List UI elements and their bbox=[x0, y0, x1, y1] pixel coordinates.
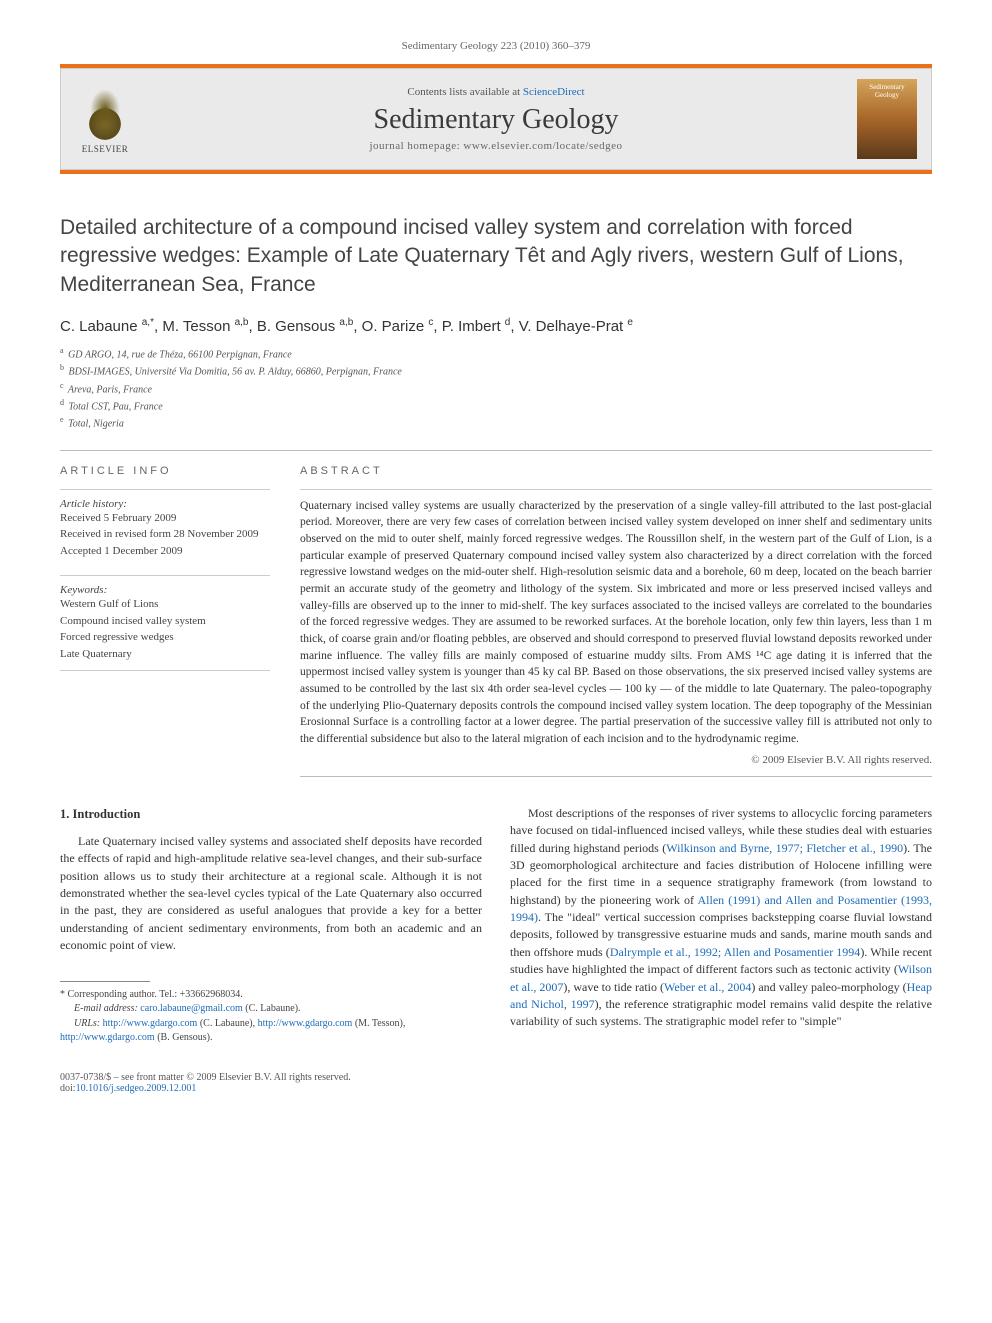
body-paragraph: Late Quaternary incised valley systems a… bbox=[60, 833, 482, 955]
homepage-url: www.elsevier.com/locate/sedgeo bbox=[463, 140, 622, 152]
email-person: (C. Labaune). bbox=[245, 1003, 300, 1014]
url-person: (B. Gensous). bbox=[157, 1032, 212, 1043]
affiliation: d Total CST, Pau, France bbox=[60, 397, 932, 414]
body-col-left: 1. Introduction Late Quaternary incised … bbox=[60, 805, 482, 1046]
history-item: Accepted 1 December 2009 bbox=[60, 543, 270, 560]
citation-link[interactable]: Weber et al., 2004 bbox=[664, 980, 751, 994]
elsevier-label: ELSEVIER bbox=[82, 144, 129, 154]
keyword: Late Quaternary bbox=[60, 646, 270, 663]
doi-link[interactable]: 10.1016/j.sedgeo.2009.12.001 bbox=[76, 1083, 197, 1094]
footnote-rule bbox=[60, 981, 150, 982]
body-col-right: Most descriptions of the responses of ri… bbox=[510, 805, 932, 1046]
url-person: (M. Tesson), bbox=[355, 1018, 406, 1029]
bottom-accent-bar bbox=[60, 170, 932, 174]
contents-prefix: Contents lists available at bbox=[407, 86, 522, 98]
url-link[interactable]: http://www.gdargo.com bbox=[103, 1018, 198, 1029]
abstract-col: ABSTRACT Quaternary incised valley syste… bbox=[300, 465, 932, 777]
elsevier-tree-icon bbox=[80, 94, 130, 144]
rule bbox=[60, 489, 270, 490]
journal-homepage: journal homepage: www.elsevier.com/locat… bbox=[135, 140, 857, 152]
urls-label: URLs: bbox=[74, 1018, 100, 1029]
masthead-center: Contents lists available at ScienceDirec… bbox=[135, 86, 857, 152]
history-item: Received 5 February 2009 bbox=[60, 510, 270, 527]
footer-copyright: 0037-0738/$ – see front matter © 2009 El… bbox=[60, 1072, 932, 1083]
homepage-prefix: journal homepage: bbox=[370, 140, 464, 152]
url-person: (C. Labaune), bbox=[200, 1018, 255, 1029]
urls-line: http://www.gdargo.com (B. Gensous). bbox=[60, 1031, 482, 1046]
article-info-abstract-row: ARTICLE INFO Article history: Received 5… bbox=[60, 465, 932, 777]
citation-link[interactable]: Wilkinson and Byrne, 1977; Fletcher et a… bbox=[666, 841, 903, 855]
footnote-block: * Corresponding author. Tel.: +336629680… bbox=[60, 988, 482, 1046]
rule bbox=[300, 489, 932, 490]
keyword: Western Gulf of Lions bbox=[60, 596, 270, 613]
affiliation: b BDSI-IMAGES, Université Via Domitia, 5… bbox=[60, 362, 932, 379]
keyword: Forced regressive wedges bbox=[60, 629, 270, 646]
email-label: E-mail address: bbox=[74, 1003, 138, 1014]
journal-name: Sedimentary Geology bbox=[135, 104, 857, 136]
article-title: Detailed architecture of a compound inci… bbox=[60, 214, 932, 299]
affiliation: a GD ARGO, 14, rue de Théza, 66100 Perpi… bbox=[60, 345, 932, 362]
urls-line: URLs: http://www.gdargo.com (C. Labaune)… bbox=[60, 1017, 482, 1032]
cover-label: Sedimentary Geology bbox=[861, 83, 913, 99]
history-item: Received in revised form 28 November 200… bbox=[60, 526, 270, 543]
rule bbox=[300, 776, 932, 777]
author: O. Parize c bbox=[362, 318, 434, 335]
author: C. Labaune a,* bbox=[60, 318, 154, 335]
body-columns: 1. Introduction Late Quaternary incised … bbox=[60, 805, 932, 1046]
affiliation: e Total, Nigeria bbox=[60, 414, 932, 431]
corresponding-author: * Corresponding author. Tel.: +336629680… bbox=[60, 988, 482, 1003]
page-footer: 0037-0738/$ – see front matter © 2009 El… bbox=[60, 1072, 932, 1094]
elsevier-logo: ELSEVIER bbox=[75, 84, 135, 154]
journal-masthead: ELSEVIER Contents lists available at Sci… bbox=[60, 68, 932, 170]
citation-link[interactable]: Dalrymple et al., 1992; Allen and Posame… bbox=[610, 945, 861, 959]
article-info-col: ARTICLE INFO Article history: Received 5… bbox=[60, 465, 270, 777]
affiliation: c Areva, Paris, France bbox=[60, 380, 932, 397]
email-link[interactable]: caro.labaune@gmail.com bbox=[140, 1003, 243, 1014]
url-link[interactable]: http://www.gdargo.com bbox=[60, 1032, 155, 1043]
contents-line: Contents lists available at ScienceDirec… bbox=[135, 86, 857, 98]
journal-cover-thumb: Sedimentary Geology bbox=[857, 79, 917, 159]
author: M. Tesson a,b bbox=[162, 318, 248, 335]
history-label: Article history: bbox=[60, 498, 270, 510]
body-paragraph: Most descriptions of the responses of ri… bbox=[510, 805, 932, 1031]
rule bbox=[60, 670, 270, 671]
abstract-text: Quaternary incised valley systems are us… bbox=[300, 498, 932, 748]
article-info-label: ARTICLE INFO bbox=[60, 465, 270, 477]
section-heading: 1. Introduction bbox=[60, 805, 482, 823]
sciencedirect-link[interactable]: ScienceDirect bbox=[523, 86, 585, 98]
author-list: C. Labaune a,*, M. Tesson a,b, B. Gensou… bbox=[60, 317, 932, 335]
url-link[interactable]: http://www.gdargo.com bbox=[258, 1018, 353, 1029]
running-head: Sedimentary Geology 223 (2010) 360–379 bbox=[60, 40, 932, 52]
affiliations: a GD ARGO, 14, rue de Théza, 66100 Perpi… bbox=[60, 345, 932, 432]
abstract-label: ABSTRACT bbox=[300, 465, 932, 477]
keyword: Compound incised valley system bbox=[60, 613, 270, 630]
rule bbox=[60, 450, 932, 451]
keywords-label: Keywords: bbox=[60, 575, 270, 596]
email-line: E-mail address: caro.labaune@gmail.com (… bbox=[60, 1002, 482, 1017]
footer-doi: doi:10.1016/j.sedgeo.2009.12.001 bbox=[60, 1083, 932, 1094]
copyright: © 2009 Elsevier B.V. All rights reserved… bbox=[300, 754, 932, 766]
author: V. Delhaye-Prat e bbox=[519, 318, 633, 335]
author: B. Gensous a,b bbox=[257, 318, 353, 335]
author: P. Imbert d bbox=[442, 318, 511, 335]
